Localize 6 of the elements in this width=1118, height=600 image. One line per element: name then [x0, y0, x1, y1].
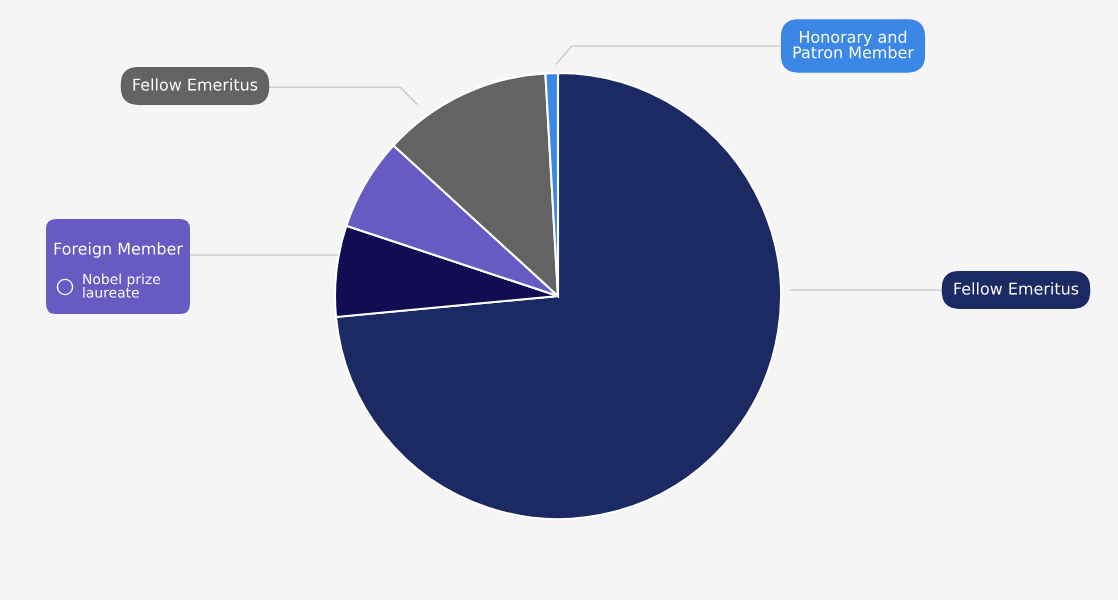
slice-label: Fellow Emeritus: [133, 78, 258, 91]
slice-label: Fellow Emeritus: [954, 282, 1079, 295]
legend-label: Nobel prize laureate: [83, 273, 160, 298]
slice-label: Foreign Member: [54, 242, 183, 258]
slice-label: Honorary and Patron Member: [793, 30, 914, 59]
pie-slice: [334, 71, 783, 521]
